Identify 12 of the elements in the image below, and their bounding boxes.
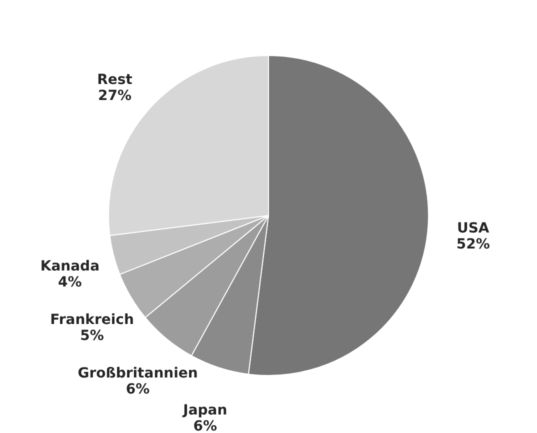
- data-label: 52%: [456, 236, 490, 252]
- data-label: 4%: [58, 274, 82, 290]
- slice-label: USA: [456, 220, 490, 236]
- slice-label: Rest: [97, 72, 133, 88]
- data-label: 6%: [126, 381, 150, 398]
- slice-label: Frankreich: [50, 312, 134, 328]
- slice-label: Japan: [182, 402, 228, 418]
- slice-label: Kanada: [40, 258, 100, 274]
- data-label: 27%: [98, 88, 132, 104]
- data-label: 6%: [193, 418, 218, 433]
- slice-label: Großbritannien: [78, 365, 198, 382]
- data-label: 5%: [80, 328, 104, 344]
